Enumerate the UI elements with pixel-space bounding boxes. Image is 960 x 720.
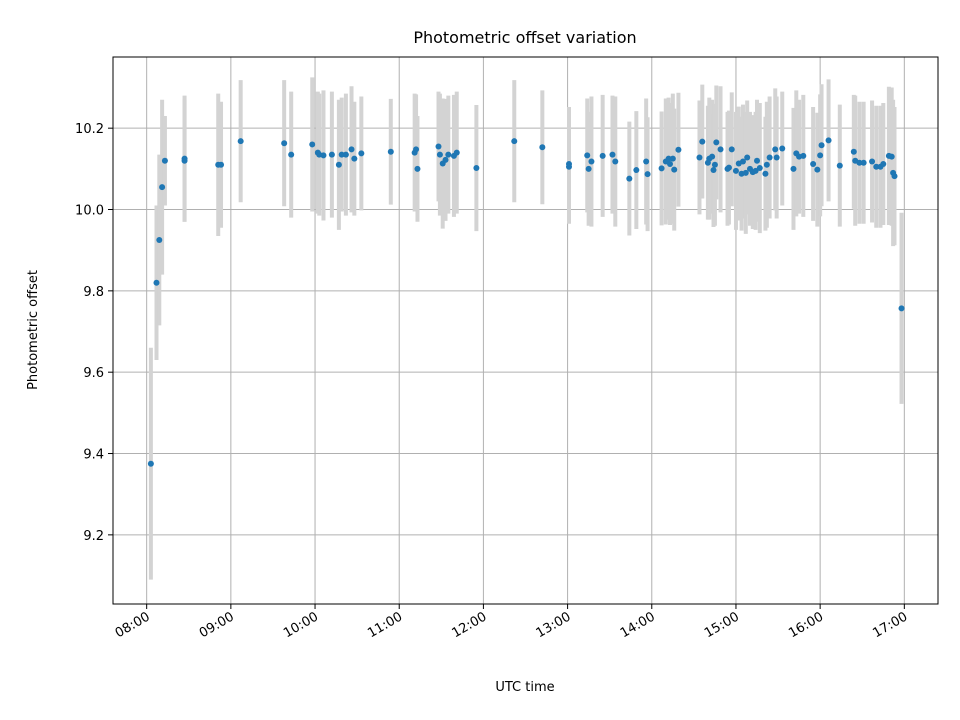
data-point: [413, 146, 420, 153]
data-point: [539, 144, 546, 151]
data-point: [153, 279, 160, 286]
data-point: [338, 151, 345, 158]
data-point: [766, 154, 773, 161]
data-point: [281, 140, 288, 147]
data-point: [309, 141, 316, 148]
y-tick-label: 9.6: [83, 366, 104, 381]
data-point: [710, 167, 717, 174]
chart-title: Photometric offset variation: [413, 28, 636, 47]
data-point: [752, 167, 759, 174]
data-point: [351, 155, 358, 162]
data-points: [147, 137, 905, 467]
data-point: [585, 165, 592, 172]
data-point: [725, 164, 732, 171]
data-point: [779, 145, 786, 152]
data-point: [754, 157, 761, 164]
data-point: [763, 161, 770, 168]
data-point: [435, 143, 442, 150]
data-point: [328, 151, 335, 158]
data-point: [836, 162, 843, 169]
data-point: [817, 152, 824, 159]
data-point: [810, 160, 817, 167]
data-point: [709, 153, 716, 160]
data-point: [588, 158, 595, 165]
data-point: [671, 166, 678, 173]
data-point: [387, 148, 394, 155]
data-point: [762, 170, 769, 177]
data-point: [181, 157, 188, 164]
data-point: [453, 149, 460, 156]
data-point: [732, 167, 739, 174]
y-tick-label: 10.2: [75, 122, 104, 137]
y-tick-label: 9.8: [83, 285, 104, 300]
data-point: [445, 151, 452, 158]
data-point: [744, 154, 751, 161]
data-point: [880, 160, 887, 167]
data-point: [739, 158, 746, 165]
data-point: [873, 163, 880, 170]
data-point: [288, 151, 295, 158]
data-point: [644, 171, 651, 178]
data-point: [436, 151, 443, 158]
data-point: [790, 165, 797, 172]
data-point: [772, 146, 779, 153]
data-point: [599, 152, 606, 159]
data-point: [699, 138, 706, 145]
data-point: [218, 161, 225, 168]
data-point: [869, 158, 876, 165]
data-point: [511, 138, 518, 145]
data-point: [348, 146, 355, 153]
y-tick-label: 9.2: [83, 529, 104, 544]
data-point: [335, 161, 342, 168]
data-point: [728, 146, 735, 153]
y-axis-label: Photometric offset: [26, 270, 41, 390]
y-tick-label: 10.0: [75, 204, 104, 219]
data-point: [742, 169, 749, 176]
data-point: [717, 146, 724, 153]
data-point: [818, 142, 825, 149]
data-point: [856, 159, 863, 166]
data-point: [756, 165, 763, 172]
plot-frame: [112, 56, 939, 605]
data-point: [800, 152, 807, 159]
data-point: [675, 146, 682, 153]
data-point: [626, 175, 633, 182]
x-axis-label: UTC time: [495, 680, 554, 695]
data-point: [320, 152, 327, 159]
data-point: [643, 158, 650, 165]
data-point: [850, 148, 857, 155]
data-point: [633, 167, 640, 174]
data-point: [147, 460, 154, 467]
data-point: [609, 151, 616, 158]
data-point: [414, 165, 421, 172]
data-point: [825, 137, 832, 144]
data-point: [711, 161, 718, 168]
data-point: [237, 138, 244, 145]
y-axis-ticks: 9.2 9.4 9.6 9.8 10.0 10.2: [75, 122, 113, 544]
data-point: [773, 154, 780, 161]
data-point: [696, 154, 703, 161]
data-point: [713, 139, 720, 146]
data-point: [612, 158, 619, 165]
data-point: [658, 165, 665, 172]
data-point: [584, 152, 591, 159]
data-point: [342, 151, 349, 158]
data-point: [669, 155, 676, 162]
data-point: [473, 165, 480, 172]
data-point: [161, 157, 168, 164]
data-point: [898, 305, 905, 312]
data-point: [442, 156, 449, 163]
data-point: [860, 159, 867, 166]
data-point: [159, 184, 166, 191]
data-point: [665, 155, 672, 162]
data-point: [156, 237, 163, 244]
y-tick-label: 9.4: [83, 448, 104, 463]
data-point: [667, 160, 674, 167]
data-point: [888, 153, 895, 160]
data-point: [358, 150, 365, 157]
data-point: [565, 163, 572, 170]
data-point: [814, 166, 821, 173]
data-point: [891, 173, 898, 180]
